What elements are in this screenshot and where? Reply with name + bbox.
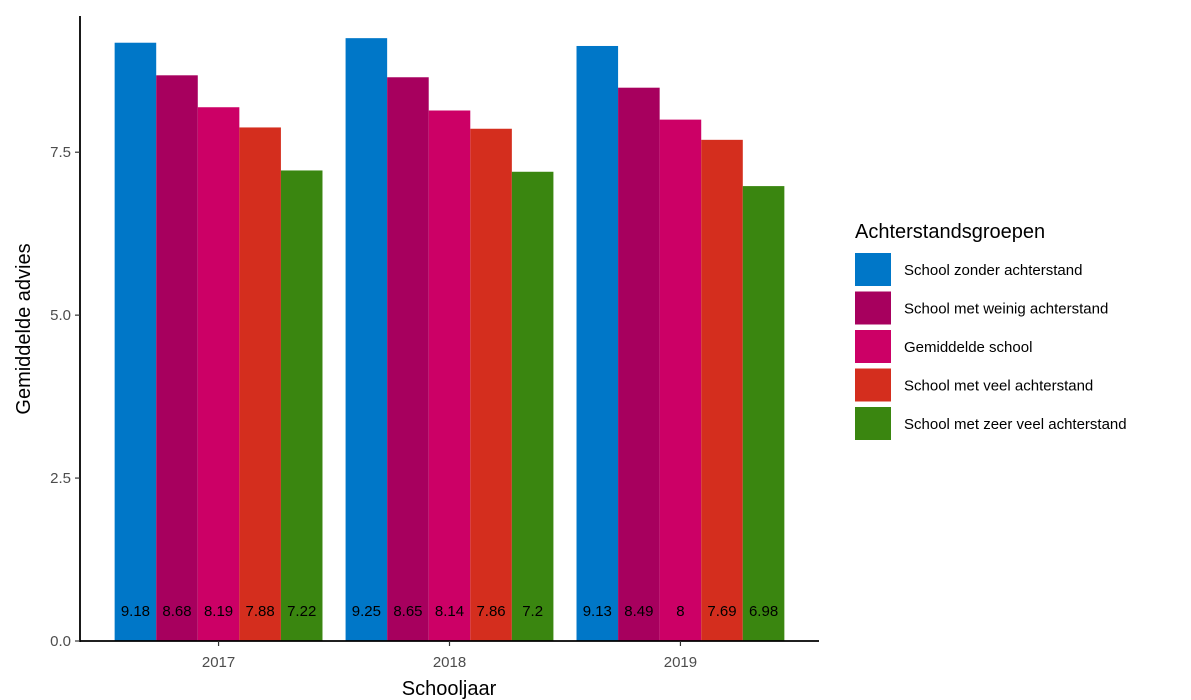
bar-2019-series-5 xyxy=(742,186,785,641)
legend: Achterstandsgroepen School zonder achter… xyxy=(855,221,1127,440)
bar-2018-series-1 xyxy=(345,38,388,641)
bar-value-label: 7.69 xyxy=(707,603,736,620)
bar-2018-series-5 xyxy=(511,171,554,641)
x-axis-ticks: 2017 2018 2019 xyxy=(202,641,697,671)
bar-value-label: 7.22 xyxy=(287,603,316,620)
y-tick-label: 2.5 xyxy=(50,470,71,487)
y-axis-title: Gemiddelde advies xyxy=(13,243,35,414)
legend-swatch xyxy=(855,291,891,325)
y-tick-label: 7.5 xyxy=(50,144,71,161)
legend-swatch xyxy=(855,407,891,440)
legend-item-label: School met veel achterstand xyxy=(904,378,1093,395)
legend-item-label: School met weinig achterstand xyxy=(904,301,1108,318)
legend-swatch xyxy=(855,330,891,363)
bar-value-label: 6.98 xyxy=(749,603,778,620)
legend-title: Achterstandsgroepen xyxy=(855,221,1045,243)
bar-value-label: 8.68 xyxy=(162,603,191,620)
bar-value-label: 7.86 xyxy=(476,603,505,620)
bar-2018-series-2 xyxy=(387,77,429,642)
legend-item-label: School met zeer veel achterstand xyxy=(904,416,1127,433)
bar-value-label: 8.49 xyxy=(624,603,653,620)
bar-value-label: 7.88 xyxy=(246,603,275,620)
y-tick-label: 0.0 xyxy=(50,633,71,650)
bar-value-label: 8.65 xyxy=(393,603,422,620)
x-axis-title: Schooljaar xyxy=(402,678,497,700)
x-tick-label: 2018 xyxy=(433,654,466,671)
bar-value-label: 8.14 xyxy=(435,603,464,620)
bar-2017-series-3 xyxy=(197,107,240,642)
bar-2019-series-3 xyxy=(659,119,702,642)
bar-2017-series-4 xyxy=(239,127,281,641)
bar-value-label: 9.25 xyxy=(352,603,381,620)
bar-value-label: 9.18 xyxy=(121,603,150,620)
legend-item-label: Gemiddelde school xyxy=(904,339,1032,356)
x-tick-label: 2017 xyxy=(202,654,235,671)
bar-2019-series-1 xyxy=(576,45,619,642)
bar-2018-series-4 xyxy=(470,128,512,641)
bar-2017-series-1 xyxy=(114,42,157,642)
legend-item-label: School zonder achterstand xyxy=(904,262,1082,279)
legend-swatch xyxy=(855,368,891,402)
y-tick-label: 5.0 xyxy=(50,307,71,324)
bar-value-label: 8 xyxy=(676,603,684,620)
plot-area: 9.18 9.25 9.13 8.68 8.65 8.49 8.19 8.14 8 7.88 7.8… xyxy=(114,38,785,642)
bar-value-label: 8.19 xyxy=(204,603,233,620)
bar-value-label: 9.13 xyxy=(583,603,612,620)
bar-2019-series-2 xyxy=(618,87,660,641)
bar-2017-series-5 xyxy=(280,170,323,641)
bar-2018-series-3 xyxy=(428,110,471,641)
legend-swatch xyxy=(855,253,891,286)
bar-2017-series-2 xyxy=(156,75,198,641)
bar-value-label: 7.2 xyxy=(522,603,543,620)
x-tick-label: 2019 xyxy=(664,654,697,671)
bar-2019-series-4 xyxy=(701,139,743,641)
y-axis-ticks: 0.0 2.5 5.0 7.5 xyxy=(50,144,80,650)
